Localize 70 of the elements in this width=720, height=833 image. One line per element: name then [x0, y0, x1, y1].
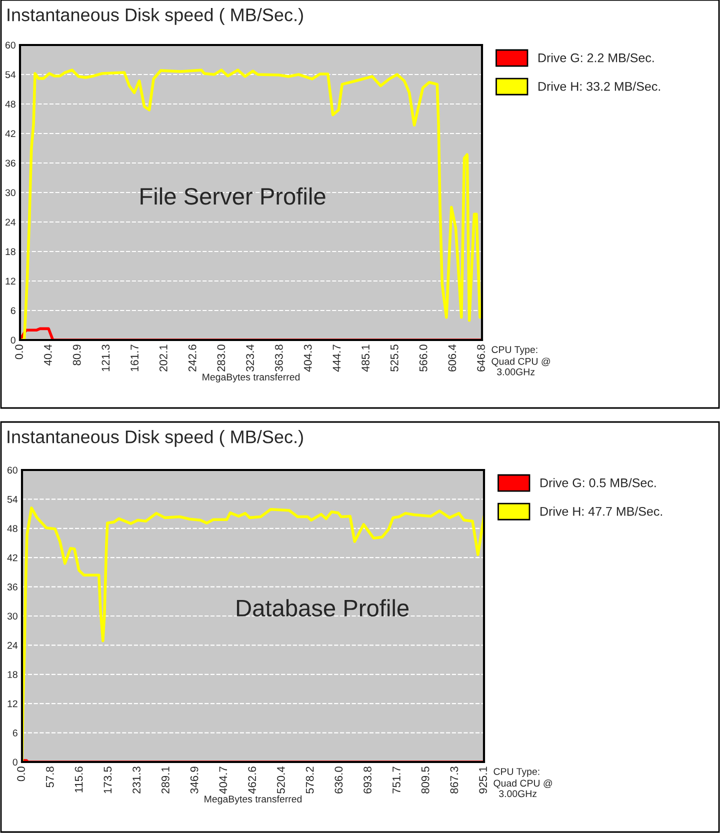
x-tick-label: 404.7 [219, 766, 228, 794]
y-tick-label: 42 [7, 554, 18, 562]
x-tick-label: 323.4 [246, 344, 254, 372]
x-tick-label: 57.8 [46, 766, 54, 788]
legend-label: Drive G: 0.5 MB/Sec. [540, 478, 656, 488]
x-tick-label: 80.9 [72, 344, 81, 366]
y-tick-label: 6 [12, 730, 18, 736]
x-tick-label: 283.0 [217, 344, 226, 372]
y-tick-label: 0 [12, 758, 18, 766]
x-axis-title: MegaBytes transferred [202, 373, 300, 382]
x-tick-label: 809.5 [421, 766, 430, 794]
y-tick-label: 42 [5, 130, 16, 138]
x-tick-label: 525.5 [390, 344, 398, 372]
x-tick-label: 566.0 [419, 344, 428, 372]
x-tick-label: 485.1 [362, 344, 370, 372]
legend-label: Drive H: 33.2 MB/Sec. [538, 82, 660, 91]
x-tick-label: 867.3 [450, 766, 458, 794]
legend-label: Drive H: 47.7 MB/Sec. [540, 506, 662, 516]
x-axis-title: MegaBytes transferred [204, 795, 302, 804]
x-tick-label: 0.0 [15, 344, 23, 360]
y-tick-label: 54 [5, 71, 16, 78]
y-tick-label: 18 [8, 671, 18, 678]
y-tick-label: 18 [6, 248, 16, 256]
x-tick-label: 636.0 [334, 766, 343, 794]
x-tick-label: 121.3 [102, 344, 110, 372]
x-tick-label: 404.3 [304, 344, 312, 372]
x-tick-label: 520.4 [277, 766, 285, 794]
x-tick-label: 40.4 [44, 344, 52, 366]
y-tick-label: 48 [5, 100, 16, 108]
y-tick-label: 60 [8, 466, 18, 474]
y-tick-label: 60 [6, 42, 16, 49]
x-tick-label: 242.6 [188, 344, 196, 372]
y-tick-label: 54 [7, 496, 18, 503]
x-tick-label: 363.8 [274, 344, 283, 372]
x-tick-label: 115.6 [74, 766, 83, 792]
y-tick-label: 24 [6, 218, 16, 226]
y-tick-label: 36 [7, 584, 18, 590]
annotation: Database Profile [236, 599, 409, 616]
x-tick-label: 231.3 [132, 766, 140, 794]
y-tick-label: 30 [5, 189, 16, 196]
x-tick-label: 173.5 [104, 766, 112, 794]
x-tick-label: 444.7 [332, 344, 341, 372]
x-tick-label: 289.1 [161, 766, 170, 794]
legend-label: Drive G: 2.2 MB/Sec. [538, 53, 654, 62]
text: Quad CPU @ 3.00GHz [494, 780, 552, 798]
x-tick-label: 578.2 [306, 766, 314, 794]
chart-title: Instantaneous Disk speed ( MB/Sec.) [8, 8, 303, 25]
x-tick-label: 462.6 [248, 766, 256, 794]
x-tick-label: 693.8 [364, 766, 372, 794]
y-tick-label: 48 [7, 525, 18, 532]
x-tick-label: 751.7 [392, 766, 400, 794]
y-tick-label: 12 [8, 700, 18, 708]
text: Quad CPU @ 3.00GHz [492, 358, 550, 376]
x-tick-label: 925.1 [479, 766, 487, 794]
chart-title: Instantaneous Disk speed ( MB/Sec.) [8, 430, 303, 447]
x-tick-label: 346.9 [190, 766, 198, 794]
y-tick-label: 6 [10, 307, 16, 314]
y-tick-label: 30 [7, 612, 18, 620]
x-tick-label: 606.4 [448, 344, 456, 372]
x-tick-label: 0.0 [17, 766, 25, 782]
text: CPU Type: [492, 346, 538, 355]
annotation: File Server Profile [140, 187, 326, 205]
y-tick-label: 12 [6, 278, 16, 285]
y-tick-label: 36 [5, 160, 16, 167]
y-tick-label: 24 [8, 642, 18, 649]
y-tick-label: 0 [10, 336, 16, 344]
x-tick-label: 646.8 [477, 344, 485, 372]
text: CPU Type: [494, 768, 540, 777]
x-tick-label: 202.1 [159, 344, 168, 372]
x-tick-label: 161.7 [130, 344, 138, 372]
